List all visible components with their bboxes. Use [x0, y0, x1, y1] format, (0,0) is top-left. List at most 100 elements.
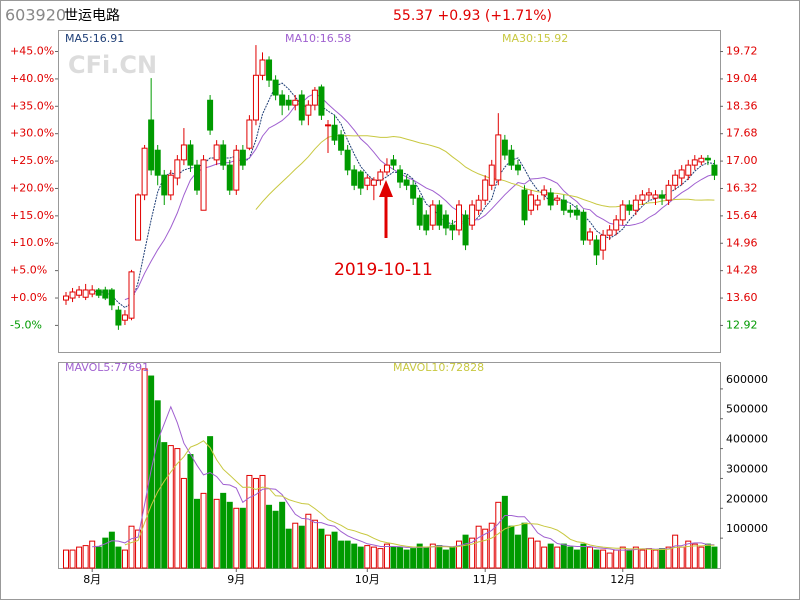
candle-body — [207, 99, 214, 131]
candle-body — [338, 134, 345, 151]
volume-bar — [325, 534, 331, 569]
volume-bar — [207, 436, 214, 569]
candle-body — [167, 174, 174, 196]
y2-tick-label: +0.0% — [10, 291, 47, 304]
candle-body — [573, 209, 580, 216]
x-tick-label: 11月 — [473, 573, 498, 586]
candle-body — [554, 197, 561, 201]
volume-bar — [704, 543, 711, 569]
y-tick-label: 300000 — [726, 462, 768, 475]
candle-body — [652, 194, 659, 199]
candle-body — [469, 204, 476, 226]
candle-body — [161, 174, 168, 196]
candle-body — [685, 164, 692, 176]
candle-body — [233, 149, 240, 191]
candle-body — [429, 204, 436, 226]
candle-body — [521, 189, 528, 221]
volume-bar — [691, 543, 698, 569]
candle-body — [180, 144, 187, 161]
volume-bar — [357, 546, 364, 569]
candle-body — [135, 194, 142, 241]
candle-body — [560, 199, 567, 211]
y2-tick-label: +15.0% — [10, 209, 54, 222]
candle-body — [704, 157, 711, 161]
candle-body — [285, 99, 292, 106]
volume-average-label: MAVOL10:72828 — [393, 361, 484, 374]
candle-body — [528, 194, 535, 211]
candle-body — [475, 199, 482, 211]
candle-body — [63, 295, 69, 301]
volume-bar — [645, 548, 652, 569]
candle-body — [108, 289, 115, 306]
candle-body — [482, 179, 489, 201]
y2-tick-label: +20.0% — [10, 181, 54, 194]
price-panel — [58, 30, 721, 353]
volume-bar — [560, 543, 567, 569]
candle-body — [645, 192, 652, 196]
y-tick-label: 600000 — [726, 373, 768, 386]
volume-bar — [573, 549, 580, 569]
volume-bar — [108, 531, 115, 569]
volume-bar — [423, 546, 430, 569]
candle-body — [226, 164, 233, 191]
volume-bar — [383, 543, 390, 569]
volume-average-label: MAVOL5:77691 — [65, 361, 149, 374]
y-tick-label: 19.04 — [726, 72, 758, 85]
y-tick-label: 12.92 — [726, 318, 758, 331]
candle-body — [128, 271, 135, 319]
volume-bar — [436, 545, 443, 569]
candle-body — [76, 289, 83, 296]
candle-body — [311, 89, 318, 106]
volume-bar — [161, 442, 168, 569]
volume-bar — [698, 546, 705, 569]
stock-name: 世运电路 — [64, 8, 120, 24]
volume-bar — [89, 540, 96, 569]
candle-body — [266, 59, 273, 81]
volume-bar — [410, 548, 417, 569]
volume-bar — [259, 474, 266, 569]
candle-body — [213, 144, 220, 161]
x-tick-label: 12月 — [610, 573, 635, 586]
y-tick-label: 14.96 — [726, 236, 758, 249]
candle-body — [292, 99, 299, 106]
candle-body — [593, 239, 600, 256]
candle-body — [698, 157, 705, 163]
y-tick-label: 17.68 — [726, 127, 758, 140]
candle-body — [325, 124, 331, 127]
volume-bar — [298, 525, 305, 569]
candle-body — [449, 224, 456, 231]
candle-body — [547, 192, 554, 206]
annotation-arrowhead — [379, 180, 393, 197]
y2-tick-label: +45.0% — [10, 45, 54, 58]
candle-body — [174, 159, 181, 179]
volume-bar — [488, 522, 495, 569]
candle-body — [370, 179, 377, 186]
volume-bar — [678, 546, 685, 569]
candle-body — [442, 214, 449, 229]
volume-bar — [482, 528, 489, 569]
candle-body — [141, 147, 148, 196]
volume-bar — [128, 525, 135, 569]
volume-bar — [390, 546, 397, 569]
volume-bar — [194, 498, 200, 569]
candle-body — [639, 194, 646, 201]
candle-body — [95, 289, 102, 296]
volume-average-line — [124, 440, 715, 551]
volume-bar — [370, 546, 377, 569]
volume-bar — [331, 531, 338, 569]
candle-body — [632, 199, 639, 211]
volume-bar — [246, 474, 253, 569]
volume-bar — [174, 448, 181, 569]
candle-body — [659, 194, 666, 199]
candle-body — [626, 204, 633, 211]
candle-body — [619, 204, 626, 221]
candle-body — [331, 124, 338, 141]
volume-bar — [711, 546, 718, 569]
candle-body — [187, 144, 194, 166]
y-tick-label: 200000 — [726, 492, 768, 505]
volume-bar — [226, 501, 233, 569]
volume-bar — [665, 546, 672, 569]
candle-body — [501, 139, 508, 156]
candle-body — [69, 291, 76, 299]
